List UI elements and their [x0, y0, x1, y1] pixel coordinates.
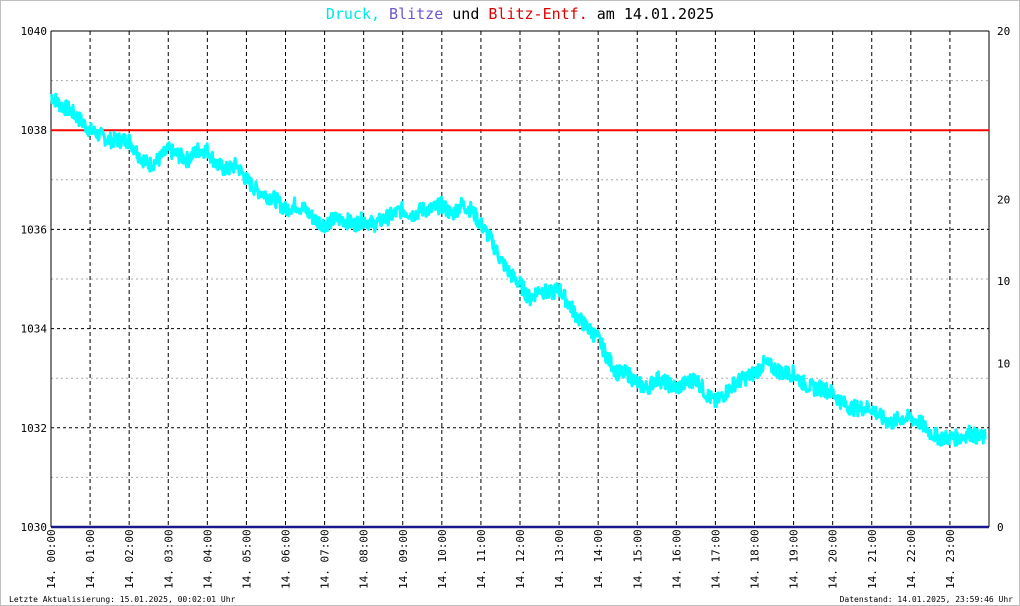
- tick-labels: 1030 1032 1034 1036 1038 1040 0 20 10 20 10 14. 00:…: [21, 25, 1011, 589]
- y-tick-label: 1038: [21, 124, 48, 137]
- axes: [50, 30, 990, 529]
- right-tick-label: 10: [997, 275, 1010, 288]
- last-update-text: Letzte Aktualisierung: 15.01.2025, 00:02…: [9, 595, 236, 604]
- x-tick-label: 14. 21:00: [866, 529, 879, 589]
- x-tick-label: 14. 03:00: [162, 529, 175, 589]
- y-tick-label: 1034: [21, 323, 48, 336]
- x-tick-label: 14. 15:00: [631, 529, 644, 589]
- right-tick-label: 0: [997, 521, 1004, 534]
- x-tick-label: 14. 06:00: [280, 529, 293, 589]
- series-druck-line: [50, 92, 987, 447]
- x-tick-label: 14. 11:00: [475, 529, 488, 589]
- x-tick-label: 14. 22:00: [905, 529, 918, 589]
- title-und: und: [452, 5, 479, 23]
- y-tick-label: 1032: [21, 422, 48, 435]
- x-tick-label: 14. 10:00: [436, 529, 449, 589]
- y-tick-label: 1030: [21, 521, 48, 534]
- x-tick-label: 14. 02:00: [123, 529, 136, 589]
- right-tick-label-red: 20: [997, 194, 1010, 207]
- data-status-text: Datenstand: 14.01.2025, 23:59:46 Uhr: [840, 595, 1014, 604]
- chart-title: Druck, Blitze und Blitz-Entf. am 14.01.2…: [326, 5, 714, 23]
- x-tick-label: 14. 17:00: [709, 529, 722, 589]
- x-tick-label: 14. 23:00: [944, 529, 957, 589]
- x-tick-label: 14. 19:00: [788, 529, 801, 589]
- title-date: am 14.01.2025: [597, 5, 714, 23]
- x-tick-label: 14. 05:00: [240, 529, 253, 589]
- x-tick-label: 14. 08:00: [358, 529, 371, 589]
- title-druck: Druck,: [326, 5, 380, 23]
- x-tick-label: 14. 04:00: [201, 529, 214, 589]
- series-layer: [50, 92, 987, 447]
- x-tick-label: 14. 13:00: [553, 529, 566, 589]
- x-tick-label: 14. 12:00: [514, 529, 527, 589]
- y-tick-label: 1040: [21, 25, 48, 38]
- x-tick-label: 14. 14:00: [592, 529, 605, 589]
- right-tick-label: 20: [997, 25, 1010, 38]
- x-tick-label: 14. 01:00: [84, 529, 97, 589]
- x-tick-label: 14. 20:00: [827, 529, 840, 589]
- y-tick-label: 1036: [21, 223, 48, 236]
- x-tick-label: 14. 18:00: [749, 529, 762, 589]
- title-blitze: Blitze: [389, 5, 443, 23]
- x-tick-label: 14. 16:00: [670, 529, 683, 589]
- x-tick-label: 14. 00:00: [45, 529, 58, 589]
- title-entf: Blitz-Entf.: [488, 5, 587, 23]
- x-tick-label: 14. 07:00: [319, 529, 332, 589]
- x-tick-label: 14. 09:00: [397, 529, 410, 589]
- right-tick-label-red: 10: [997, 357, 1010, 370]
